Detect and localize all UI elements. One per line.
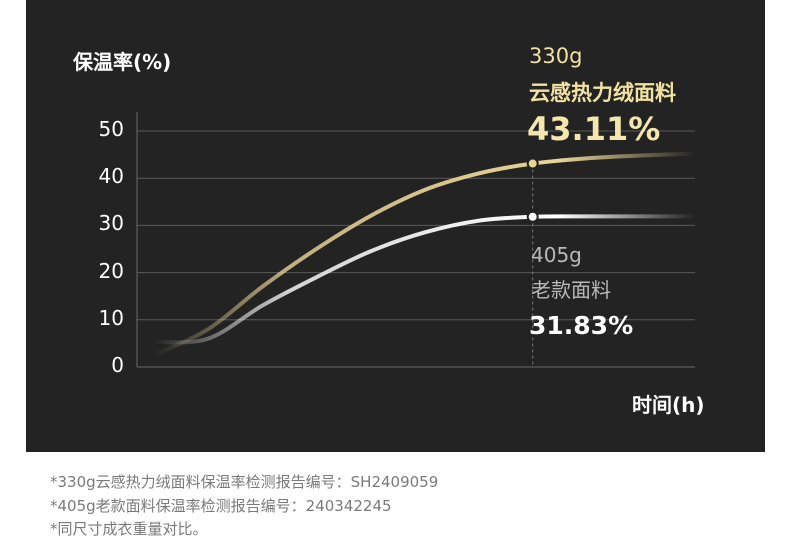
chart-panel: 保温率(%) 0 10 20 30 40 50 时间(h) 330g 云感热力绒面料 43… [26,0,765,452]
series-marker-point-old-fabric [528,212,537,221]
series-line-old-fabric [152,214,697,345]
series-line-new-fabric [152,151,697,357]
y-axis-title: 保温率(%) [73,50,172,74]
footnote-old-report: *405g老款面料保温率检测报告编号：240342245 [50,496,392,515]
new-fabric-value-label: 43.11% [527,110,661,148]
y-tick-label-40: 40 [98,164,124,189]
y-tick-label-10: 10 [98,305,124,330]
new-fabric-weight-label: 330g [529,44,583,68]
new-fabric-name-label: 云感热力绒面料 [529,81,676,105]
footnote-weight-comparison: *同尺寸成衣重量对比。 [50,520,208,538]
old-fabric-name-label: 老款面料 [531,278,611,302]
footnotes: *330g云感热力绒面料保温率检测报告编号：SH2409059 *405g老款面… [50,471,438,542]
chart-plot [136,112,697,368]
y-tick-label-30: 30 [98,211,124,236]
x-axis-title: 时间(h) [632,393,705,417]
y-tick-label-50: 50 [98,117,124,141]
footnote-new-report: *330g云感热力绒面料保温率检测报告编号：SH2409059 [50,473,439,491]
y-tick-label-0: 0 [111,353,124,377]
y-tick-label-20: 20 [98,258,124,283]
old-fabric-value-label: 31.83% [529,311,634,340]
series-marker-point-new-fabric [528,159,537,168]
old-fabric-weight-label: 405g [531,243,582,267]
